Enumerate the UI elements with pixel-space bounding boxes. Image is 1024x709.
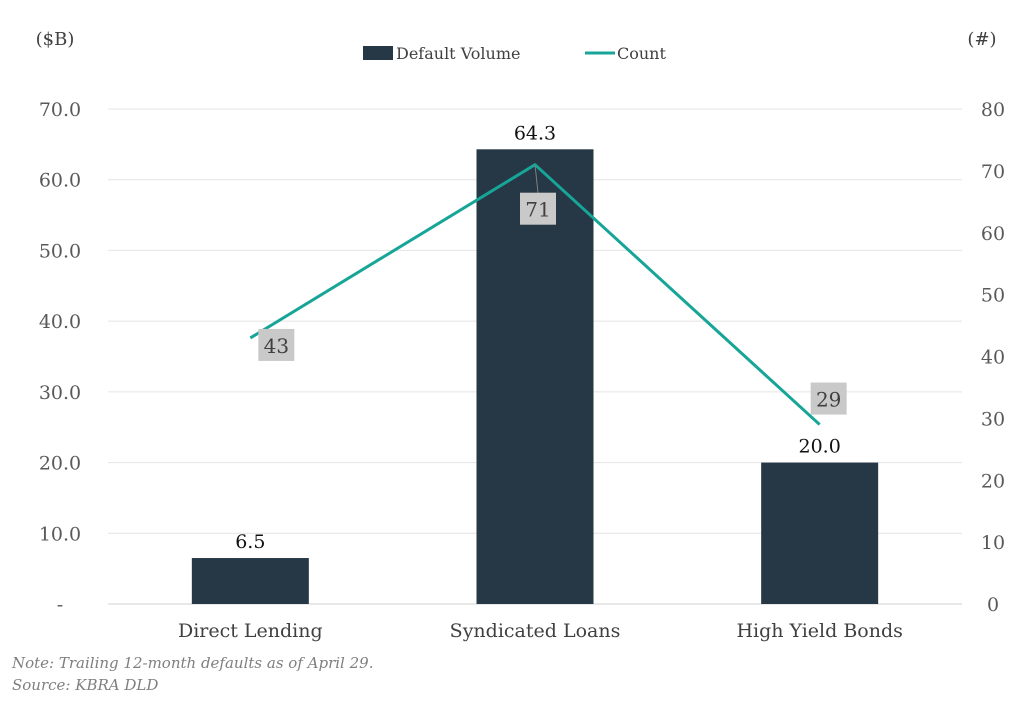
right-tick-label: 70 [981, 161, 1005, 183]
bar-value-label: 20.0 [799, 436, 841, 458]
right-tick-label: 10 [981, 532, 1005, 554]
bar-value-label: 6.5 [235, 531, 265, 553]
right-tick-label: 20 [981, 470, 1005, 492]
left-tick-label: 70.0 [39, 99, 81, 121]
bar-2 [761, 462, 879, 604]
count-value-label: 71 [525, 198, 550, 222]
bar-0 [191, 558, 309, 604]
count-label-box [258, 328, 295, 361]
footnote-note: Note: Trailing 12-month defaults as of A… [12, 654, 374, 672]
right-tick-label: 60 [981, 223, 1005, 245]
left-tick-label: 20.0 [39, 453, 81, 475]
count-labels: 43 71 29 [258, 164, 847, 415]
count-value-label: 29 [816, 388, 841, 412]
right-axis-ticks: 0 10 20 30 40 50 60 70 80 [981, 99, 1005, 616]
legend-swatch-default-volume [363, 46, 393, 60]
category-label: High Yield Bonds [736, 620, 902, 642]
bar-1 [476, 149, 594, 605]
count-label-box [810, 382, 847, 415]
count-value-label: 43 [264, 334, 289, 358]
right-tick-label: 0 [987, 594, 999, 616]
footnote-source: Source: KBRA DLD [12, 676, 159, 694]
bars [191, 149, 879, 605]
category-labels: Direct Lending Syndicated Loans High Yield… [178, 620, 903, 642]
left-axis-ticks: - 10.0 20.0 30.0 40.0 50.0 60.0 70.0 [39, 99, 81, 616]
category-label: Direct Lending [178, 620, 323, 642]
right-tick-label: 80 [981, 99, 1005, 121]
left-tick-label: 50.0 [39, 240, 81, 262]
left-tick-label: 60.0 [39, 170, 81, 192]
right-tick-label: 40 [981, 347, 1005, 369]
combo-chart: ($B) (#) Default Volume Count - 10.0 20.0 3… [36, 29, 1005, 642]
bar-labels: 6.5 64.3 20.0 [235, 122, 841, 553]
left-tick-label: 40.0 [39, 311, 81, 333]
count-label-leader [534, 164, 539, 193]
legend-label-count: Count [617, 44, 666, 63]
bar-value-label: 64.3 [514, 122, 556, 144]
left-tick-label: - [57, 594, 63, 616]
right-tick-label: 30 [981, 408, 1005, 430]
left-tick-label: 30.0 [39, 382, 81, 404]
left-axis-unit: ($B) [36, 29, 75, 50]
category-label: Syndicated Loans [450, 620, 621, 642]
legend-label-default-volume: Default Volume [396, 44, 520, 63]
left-tick-label: 10.0 [39, 523, 81, 545]
count-label-box [520, 192, 556, 225]
right-axis-unit: (#) [967, 29, 996, 50]
right-tick-label: 50 [981, 285, 1005, 307]
legend: Default Volume Count [363, 44, 666, 63]
